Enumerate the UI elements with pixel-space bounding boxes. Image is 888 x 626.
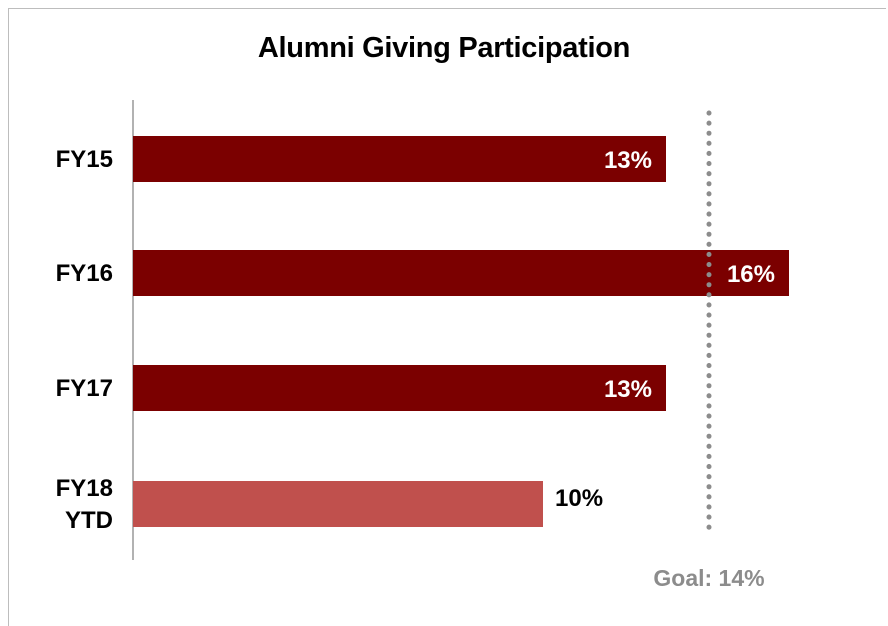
chart-title: Alumni Giving Participation xyxy=(257,32,631,64)
bars-group: FY15 13% FY16 16% FY17 13% FY18 YTD 10% xyxy=(56,136,789,534)
category-label-0: FY15 xyxy=(56,146,113,173)
category-label-3-line-1: YTD xyxy=(65,507,113,534)
bar-3 xyxy=(133,481,543,527)
data-label-1: 16% xyxy=(727,261,775,288)
goal-label: Goal: 14% xyxy=(653,565,764,591)
bar-1 xyxy=(133,250,789,296)
category-label-2: FY17 xyxy=(56,375,113,402)
category-label-1: FY16 xyxy=(56,260,113,287)
goal-group: Goal: 14% xyxy=(653,110,765,591)
bar-0 xyxy=(133,136,666,182)
bar-2 xyxy=(133,365,666,411)
data-label-3: 10% xyxy=(555,485,603,512)
chart-frame xyxy=(8,8,886,626)
data-label-2: 13% xyxy=(604,376,652,403)
category-label-3-line-0: FY18 xyxy=(56,475,113,502)
data-label-0: 13% xyxy=(604,147,652,174)
